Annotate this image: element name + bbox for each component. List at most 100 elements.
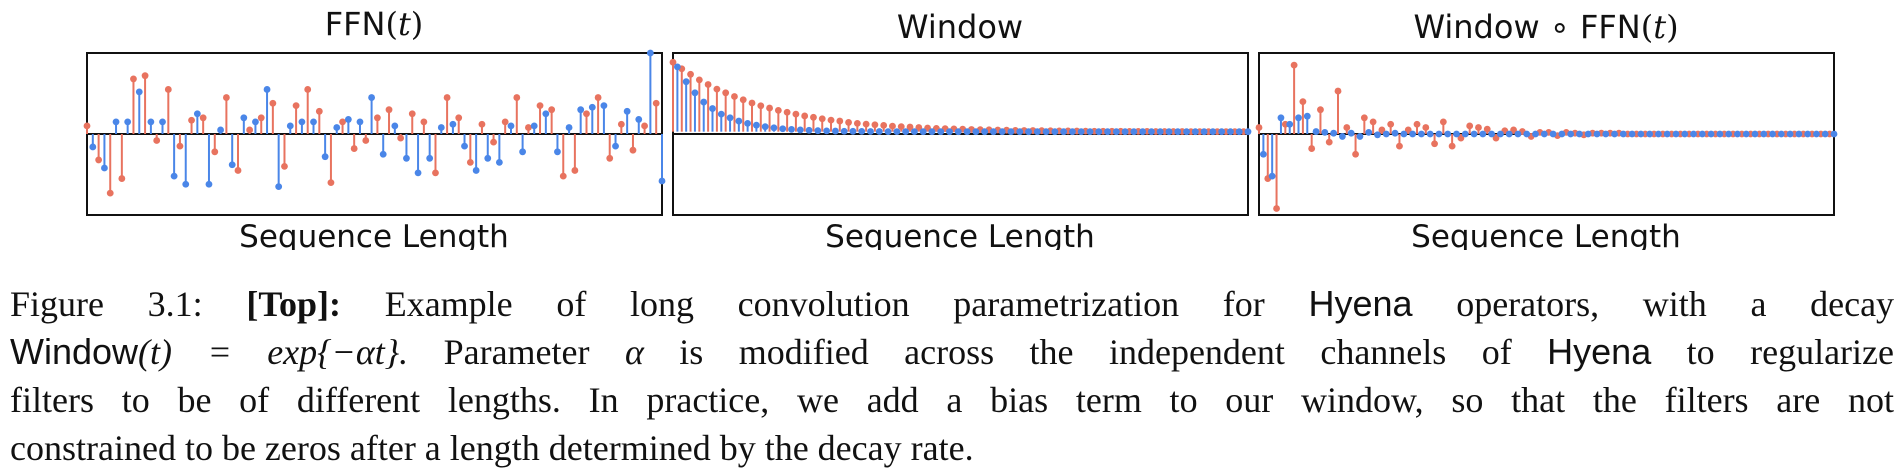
point-red-29 (420, 118, 428, 126)
point-blue-23 (1461, 130, 1469, 138)
point-red-13 (234, 167, 242, 174)
point-blue-49 (1104, 128, 1111, 136)
point-blue-25 (893, 128, 901, 135)
point-red-12 (1360, 114, 1368, 122)
point-blue-36 (990, 128, 997, 136)
point-blue-61 (1795, 130, 1803, 138)
panel-2-title: Window (897, 8, 1023, 46)
point-red-11 (1352, 150, 1359, 158)
point-red-17 (281, 163, 288, 170)
point-blue-38 (1593, 130, 1601, 138)
point-blue-34 (484, 154, 492, 162)
point-blue-15 (805, 126, 813, 134)
point-blue-18 (298, 118, 306, 126)
point-blue-41 (1033, 128, 1041, 136)
point-blue-46 (1077, 128, 1085, 136)
point-blue-63 (1813, 130, 1820, 138)
point-blue-43 (1637, 130, 1645, 138)
point-red-20 (845, 119, 852, 126)
point-red-12 (774, 106, 782, 114)
panel-3-title: Window ∘ FFN(t) (1413, 8, 1678, 46)
point-red-19 (1422, 124, 1430, 131)
point-red-9 (188, 116, 195, 124)
point-blue-17 (1409, 130, 1417, 138)
point-blue-12 (779, 125, 787, 133)
point-red-7 (1317, 106, 1324, 114)
point-red-10 (199, 114, 207, 122)
point-red-18 (827, 116, 835, 124)
point-red-28 (408, 110, 416, 118)
figure-label: Figure 3.1: (10, 284, 203, 324)
point-blue-46 (1663, 130, 1671, 138)
point-red-23 (350, 145, 358, 152)
point-blue-5 (717, 110, 725, 118)
point-blue-1 (1268, 172, 1276, 180)
point-blue-24 (1470, 130, 1478, 138)
point-blue-42 (1042, 128, 1050, 136)
point-blue-5 (147, 118, 155, 126)
point-blue-18 (832, 127, 839, 135)
point-blue-43 (588, 103, 596, 111)
point-red-5 (141, 72, 149, 80)
point-blue-36 (507, 122, 515, 130)
point-red-16 (810, 113, 817, 121)
point-red-23 (1457, 134, 1465, 142)
point-blue-32 (1540, 130, 1548, 138)
point-blue-21 (1444, 130, 1452, 138)
point-blue-62 (1804, 130, 1812, 138)
caption-text: Parameter (443, 332, 590, 372)
point-blue-27 (1497, 130, 1504, 138)
point-blue-0 (89, 143, 97, 151)
figure-panels: FFN(t) Window Window ∘ FFN(t) Sequence L… (83, 5, 1838, 250)
point-red-35 (490, 138, 497, 146)
point-red-24 (1466, 122, 1474, 130)
point-blue-12 (1365, 128, 1373, 136)
window-formula: (t) = exp{−αt}. (138, 332, 409, 372)
point-blue-26 (391, 122, 399, 130)
point-blue-20 (849, 127, 857, 135)
point-blue-5 (1303, 112, 1311, 120)
point-blue-48 (646, 49, 654, 57)
point-blue-8 (1330, 129, 1338, 137)
point-blue-37 (519, 148, 527, 156)
point-blue-33 (472, 167, 480, 174)
point-blue-53 (1139, 128, 1147, 136)
top-label: [Top]: (246, 284, 342, 324)
point-blue-31 (946, 128, 953, 136)
point-blue-39 (1016, 128, 1024, 136)
point-blue-47 (635, 116, 643, 123)
point-red-3 (118, 175, 126, 182)
point-blue-39 (542, 110, 550, 118)
point-red-46 (617, 120, 625, 128)
point-blue-25 (379, 150, 387, 158)
point-blue-61 (1209, 128, 1217, 136)
point-blue-56 (1751, 130, 1759, 138)
point-red-47 (629, 146, 637, 154)
point-red-14 (792, 110, 800, 118)
point-blue-17 (823, 127, 831, 135)
point-blue-52 (1130, 128, 1138, 136)
point-red-24 (362, 137, 370, 144)
point-blue-48 (1095, 128, 1103, 136)
point-blue-9 (1338, 133, 1346, 140)
point-red-22 (1448, 142, 1456, 150)
point-blue-44 (1646, 130, 1654, 138)
window-term: Window (10, 331, 139, 372)
point-blue-30 (1523, 130, 1531, 138)
point-red-9 (1334, 87, 1342, 95)
point-blue-12 (228, 161, 236, 169)
point-blue-28 (919, 128, 927, 136)
point-blue-45 (612, 142, 619, 150)
point-blue-27 (403, 154, 410, 162)
point-blue-21 (333, 124, 341, 131)
point-blue-54 (1734, 130, 1741, 138)
point-blue-57 (1174, 128, 1182, 136)
point-blue-48 (1681, 130, 1689, 138)
point-blue-2 (1277, 114, 1285, 122)
point-blue-41 (565, 124, 573, 131)
point-blue-6 (159, 118, 166, 126)
point-red-31 (443, 94, 451, 101)
point-blue-22 (344, 116, 352, 123)
point-blue-49 (658, 177, 666, 185)
point-red-4 (704, 81, 712, 88)
